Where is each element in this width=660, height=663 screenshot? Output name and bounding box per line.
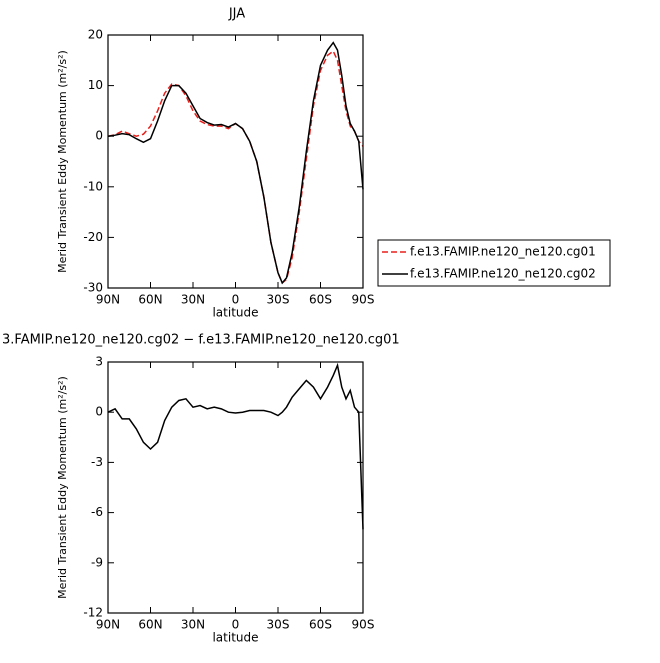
- y-tick-label: -10: [83, 179, 103, 193]
- legend-label: f.e13.FAMIP.ne120_ne120.cg02: [410, 267, 596, 281]
- chart-title: 3.FAMIP.ne120_ne120.cg02 − f.e13.FAMIP.n…: [2, 333, 400, 348]
- y-tick-label: -12: [83, 606, 103, 620]
- plot-frame: [107, 34, 364, 289]
- x-tick-label: 90N: [96, 293, 120, 307]
- x-axis-label: latitude: [212, 306, 258, 320]
- legend-label: f.e13.FAMIP.ne120_ne120.cg01: [410, 245, 596, 259]
- y-tick-label: -30: [83, 281, 103, 295]
- x-axis-label: latitude: [212, 631, 258, 645]
- y-tick-label: -6: [91, 505, 103, 519]
- plot-frame: [107, 361, 364, 614]
- y-tick-label: 0: [95, 405, 103, 419]
- y-tick-label: 20: [88, 28, 103, 42]
- x-tick-label: 60N: [138, 293, 162, 307]
- y-tick-label: 10: [88, 78, 103, 92]
- y-tick-label: -20: [83, 230, 103, 244]
- y-tick-label: -9: [91, 555, 103, 569]
- data-line: [107, 362, 364, 530]
- y-axis-label: Merid Transient Eddy Momentum (m²/s²): [56, 50, 69, 273]
- x-tick-label: 30S: [267, 618, 290, 632]
- x-tick-label: 60S: [309, 293, 332, 307]
- data-line: [107, 50, 364, 285]
- x-tick-label: 60S: [309, 618, 332, 632]
- x-tick-label: 30S: [267, 293, 290, 307]
- x-tick-label: 90S: [352, 618, 375, 632]
- x-tick-label: 30N: [181, 618, 205, 632]
- legend-box: [377, 239, 611, 287]
- y-tick-label: -3: [91, 455, 103, 469]
- y-axis-label: Merid Transient Eddy Momentum (m²/s²): [56, 376, 69, 599]
- data-line: [107, 41, 364, 285]
- x-tick-label: 60N: [138, 618, 162, 632]
- y-tick-label: 3: [95, 355, 103, 369]
- x-tick-label: 90S: [352, 293, 375, 307]
- x-tick-label: 0: [232, 293, 240, 307]
- y-tick-label: 0: [95, 129, 103, 143]
- x-tick-label: 0: [232, 618, 240, 632]
- x-tick-label: 30N: [181, 293, 205, 307]
- chart-title: JJA: [228, 7, 245, 22]
- x-tick-label: 90N: [96, 618, 120, 632]
